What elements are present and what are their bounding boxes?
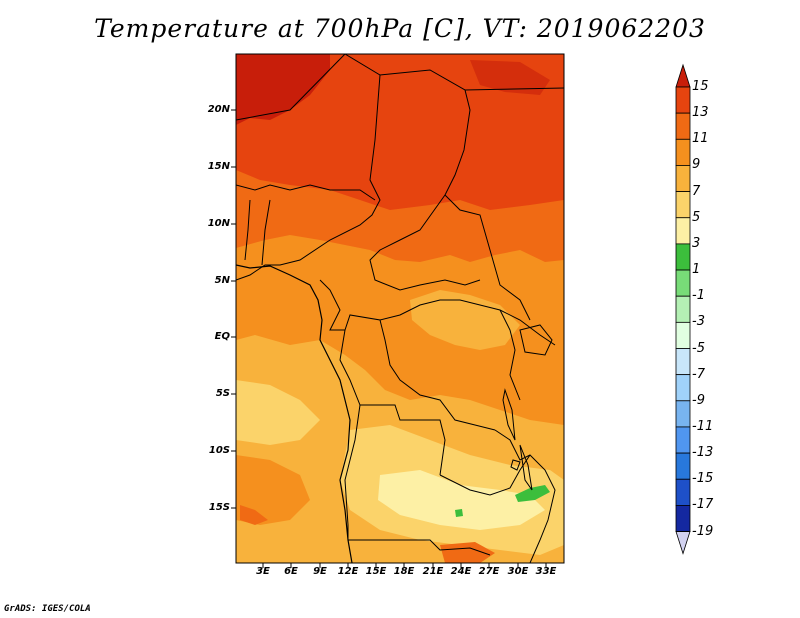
- colorbar-label: 5: [692, 209, 701, 225]
- colorbar-swatch: [675, 269, 691, 297]
- colorbar-label: -17: [692, 497, 714, 513]
- lon-label: 27E: [478, 566, 500, 577]
- lon-label: 24E: [450, 566, 472, 577]
- chart-title: Temperature at 700hPa [C], VT: 201906220…: [94, 14, 706, 43]
- colorbar-swatch: [675, 191, 691, 219]
- colorbar-label: -1: [692, 288, 705, 304]
- contour-7-9: [410, 290, 520, 350]
- lat-label: 5N: [214, 275, 230, 286]
- colorbar-swatch: [675, 478, 691, 506]
- lat-label: 10N: [207, 218, 230, 229]
- map-frame: [235, 53, 565, 564]
- axis-ticks: [231, 109, 547, 568]
- contour-1-3: [455, 509, 463, 517]
- colorbar-label: 11: [692, 131, 709, 147]
- colorbar-label: 1: [692, 262, 701, 278]
- contour-3-5: [378, 470, 545, 530]
- colorbar-swatch: [675, 504, 691, 532]
- colorbar-label: -7: [692, 366, 705, 382]
- lon-label: 18E: [393, 566, 415, 577]
- lon-label: 15E: [365, 566, 387, 577]
- colorbar-label: -5: [692, 340, 705, 356]
- temperature-field: [236, 54, 564, 563]
- lat-label: 5S: [215, 388, 230, 399]
- colorbar-swatch: [675, 374, 691, 402]
- lon-label: 6E: [284, 566, 298, 577]
- colorbar-swatch: [675, 321, 691, 349]
- colorbar-swatch: [675, 243, 691, 271]
- colorbar-label: -9: [692, 392, 705, 408]
- lon-label: 21E: [422, 566, 444, 577]
- colorbar-swatch: [675, 112, 691, 140]
- colorbar-label: 3: [692, 235, 701, 251]
- lat-label: 10S: [208, 445, 230, 456]
- colorbar-label: 7: [692, 183, 701, 199]
- lon-label: 9E: [313, 566, 327, 577]
- coastline: [236, 264, 353, 563]
- lat-label: 20N: [207, 104, 230, 115]
- colorbar-swatch: [675, 86, 691, 114]
- colorbar-swatch: [675, 217, 691, 245]
- lon-label: 30E: [507, 566, 529, 577]
- contour-1-3: [515, 485, 550, 502]
- contour-5-7: [236, 380, 320, 445]
- lon-label: 3E: [256, 566, 270, 577]
- contour-9-11: [236, 455, 310, 525]
- colorbar: [675, 63, 691, 555]
- colorbar-swatch: [675, 400, 691, 428]
- lat-label: 15N: [207, 161, 230, 172]
- lat-label: EQ: [214, 331, 230, 342]
- lat-label: 15S: [208, 502, 230, 513]
- contour-15-plus: [470, 60, 550, 95]
- contour-15-plus: [236, 54, 330, 125]
- colorbar-label: -3: [692, 314, 705, 330]
- colorbar-swatch: [675, 348, 691, 376]
- colorbar-label: -13: [692, 445, 714, 461]
- contour-11-13: [440, 542, 495, 563]
- colorbar-swatch: [675, 295, 691, 323]
- country-boundaries: [236, 54, 564, 563]
- colorbar-label: 9: [692, 157, 701, 173]
- colorbar-swatch: [675, 426, 691, 454]
- colorbar-bottom-arrow: [675, 531, 691, 555]
- colorbar-swatch: [675, 138, 691, 166]
- colorbar-label: -15: [692, 471, 714, 487]
- contour-11-13: [240, 505, 268, 525]
- lakes: [502, 324, 553, 491]
- colorbar-label: 13: [692, 105, 709, 121]
- colorbar-swatch: [675, 452, 691, 480]
- colorbar-top-arrow: [675, 63, 691, 88]
- lon-label: 33E: [535, 566, 557, 577]
- colorbar-label: -11: [692, 418, 714, 434]
- lon-label: 12E: [337, 566, 359, 577]
- contour-11-13: [236, 170, 564, 262]
- colorbar-label: -19: [692, 523, 714, 539]
- colorbar-swatch: [675, 165, 691, 192]
- colorbar-label: 15: [692, 79, 709, 94]
- footer-credit: GrADS: IGES/COLA: [4, 604, 91, 614]
